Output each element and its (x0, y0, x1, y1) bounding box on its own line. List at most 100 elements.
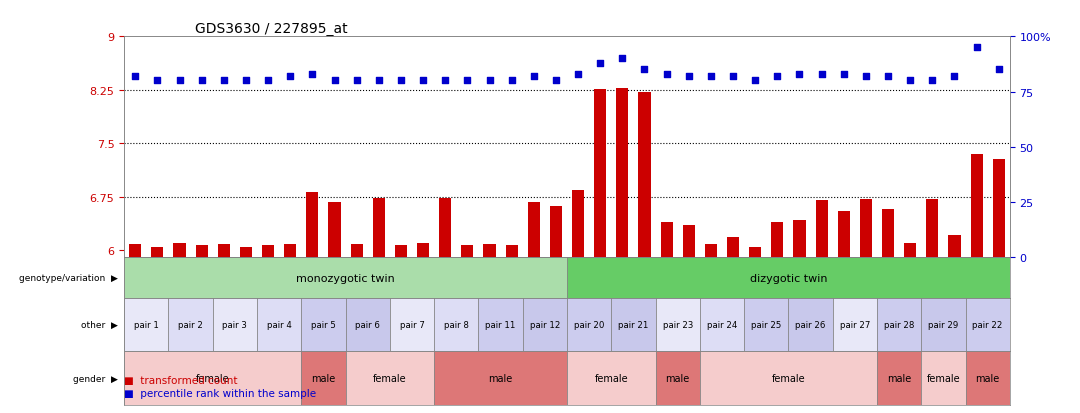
Bar (683, 225, 694, 413)
Point (858, 74, 875, 80)
Text: male: male (665, 373, 690, 383)
Bar (617, 89, 629, 413)
Bar (505, 246, 517, 413)
Text: ■  percentile rank within the sample: ■ percentile rank within the sample (124, 388, 316, 398)
Bar (594, 90, 606, 413)
Point (348, 78, 365, 85)
Text: ■  transformed count: ■ transformed count (124, 375, 238, 385)
Point (769, 74, 786, 80)
Bar (815, 201, 827, 413)
Point (725, 74, 742, 80)
Point (613, 56, 631, 62)
Point (193, 78, 211, 85)
Text: female: female (927, 373, 960, 383)
Text: monozygotic twin: monozygotic twin (296, 273, 395, 283)
Bar (262, 246, 274, 413)
Text: pair 6: pair 6 (355, 320, 380, 329)
Text: pair 8: pair 8 (444, 320, 469, 329)
Text: pair 20: pair 20 (573, 320, 605, 329)
Bar (124, 298, 168, 351)
Point (968, 45, 985, 52)
Bar (656, 298, 700, 351)
Point (636, 67, 653, 74)
Bar (904, 244, 916, 413)
Bar (417, 244, 429, 413)
Text: female: female (594, 373, 629, 383)
Text: pair 26: pair 26 (795, 320, 826, 329)
Bar (395, 246, 407, 413)
Bar (700, 351, 877, 405)
Bar (705, 245, 717, 413)
Bar (877, 298, 921, 351)
Point (215, 78, 232, 85)
Bar (572, 190, 584, 413)
Text: pair 21: pair 21 (618, 320, 649, 329)
Bar (346, 351, 434, 405)
Bar (301, 351, 346, 405)
Point (392, 78, 409, 85)
Bar (567, 351, 656, 405)
Bar (346, 298, 390, 351)
Y-axis label: genotype/variation  ▶: genotype/variation ▶ (19, 273, 118, 282)
Y-axis label: other  ▶: other ▶ (81, 320, 118, 329)
Bar (124, 351, 301, 405)
Bar (638, 93, 650, 413)
Bar (168, 298, 213, 351)
Bar (484, 245, 496, 413)
Bar (750, 247, 761, 413)
Bar (744, 298, 788, 351)
Point (326, 78, 343, 85)
Text: pair 1: pair 1 (134, 320, 159, 329)
Point (658, 71, 675, 78)
Text: pair 2: pair 2 (178, 320, 203, 329)
Bar (373, 199, 384, 413)
Text: pair 27: pair 27 (839, 320, 870, 329)
Bar (130, 245, 141, 413)
Bar (700, 298, 744, 351)
Point (702, 74, 719, 80)
Bar (257, 298, 301, 351)
Bar (284, 245, 296, 413)
Point (990, 67, 1008, 74)
Bar (328, 202, 340, 413)
Text: pair 5: pair 5 (311, 320, 336, 329)
Text: pair 28: pair 28 (883, 320, 915, 329)
Point (126, 74, 144, 80)
Bar (124, 258, 567, 298)
Text: pair 4: pair 4 (267, 320, 292, 329)
Bar (971, 154, 983, 413)
Point (548, 78, 565, 85)
Point (569, 71, 586, 78)
Bar (927, 199, 939, 413)
Text: pair 22: pair 22 (972, 320, 1003, 329)
Y-axis label: gender  ▶: gender ▶ (73, 374, 118, 382)
Bar (307, 192, 319, 413)
Point (303, 71, 321, 78)
Text: dizygotic twin: dizygotic twin (750, 273, 827, 283)
Point (592, 60, 609, 67)
Point (946, 74, 963, 80)
Point (525, 74, 542, 80)
Text: female: female (195, 373, 230, 383)
Bar (833, 298, 877, 351)
Point (879, 74, 896, 80)
Text: pair 23: pair 23 (662, 320, 693, 329)
Bar (390, 298, 434, 351)
Bar (860, 199, 872, 413)
Bar (151, 247, 163, 413)
Bar (882, 209, 894, 413)
Point (238, 78, 255, 85)
Point (459, 78, 476, 85)
Text: pair 3: pair 3 (222, 320, 247, 329)
Bar (661, 222, 673, 413)
Point (813, 71, 831, 78)
Point (370, 78, 388, 85)
Point (171, 78, 188, 85)
Text: male: male (975, 373, 1000, 383)
Text: pair 25: pair 25 (751, 320, 782, 329)
Bar (567, 298, 611, 351)
Text: pair 29: pair 29 (928, 320, 959, 329)
Point (746, 78, 764, 85)
Bar (174, 244, 186, 413)
Text: pair 11: pair 11 (485, 320, 516, 329)
